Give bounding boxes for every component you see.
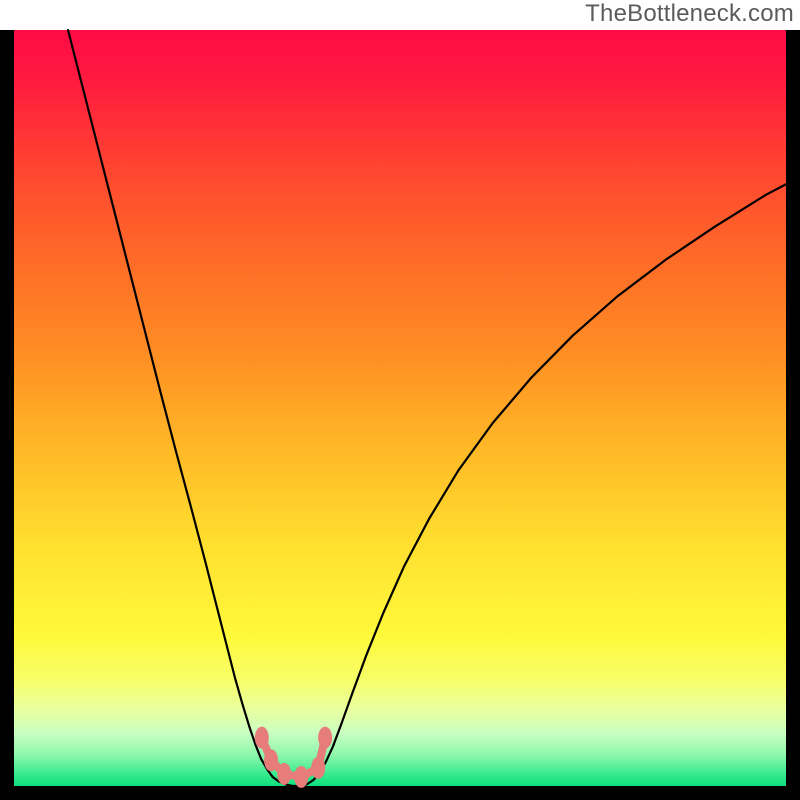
bottleneck-chart [0, 0, 800, 800]
data-marker [255, 727, 269, 749]
watermark-text: TheBottleneck.com [585, 0, 794, 28]
data-marker [294, 766, 308, 788]
data-marker [277, 763, 291, 785]
plot-background [14, 30, 786, 786]
data-marker [264, 749, 278, 771]
data-marker [311, 757, 325, 779]
data-marker [318, 727, 332, 749]
